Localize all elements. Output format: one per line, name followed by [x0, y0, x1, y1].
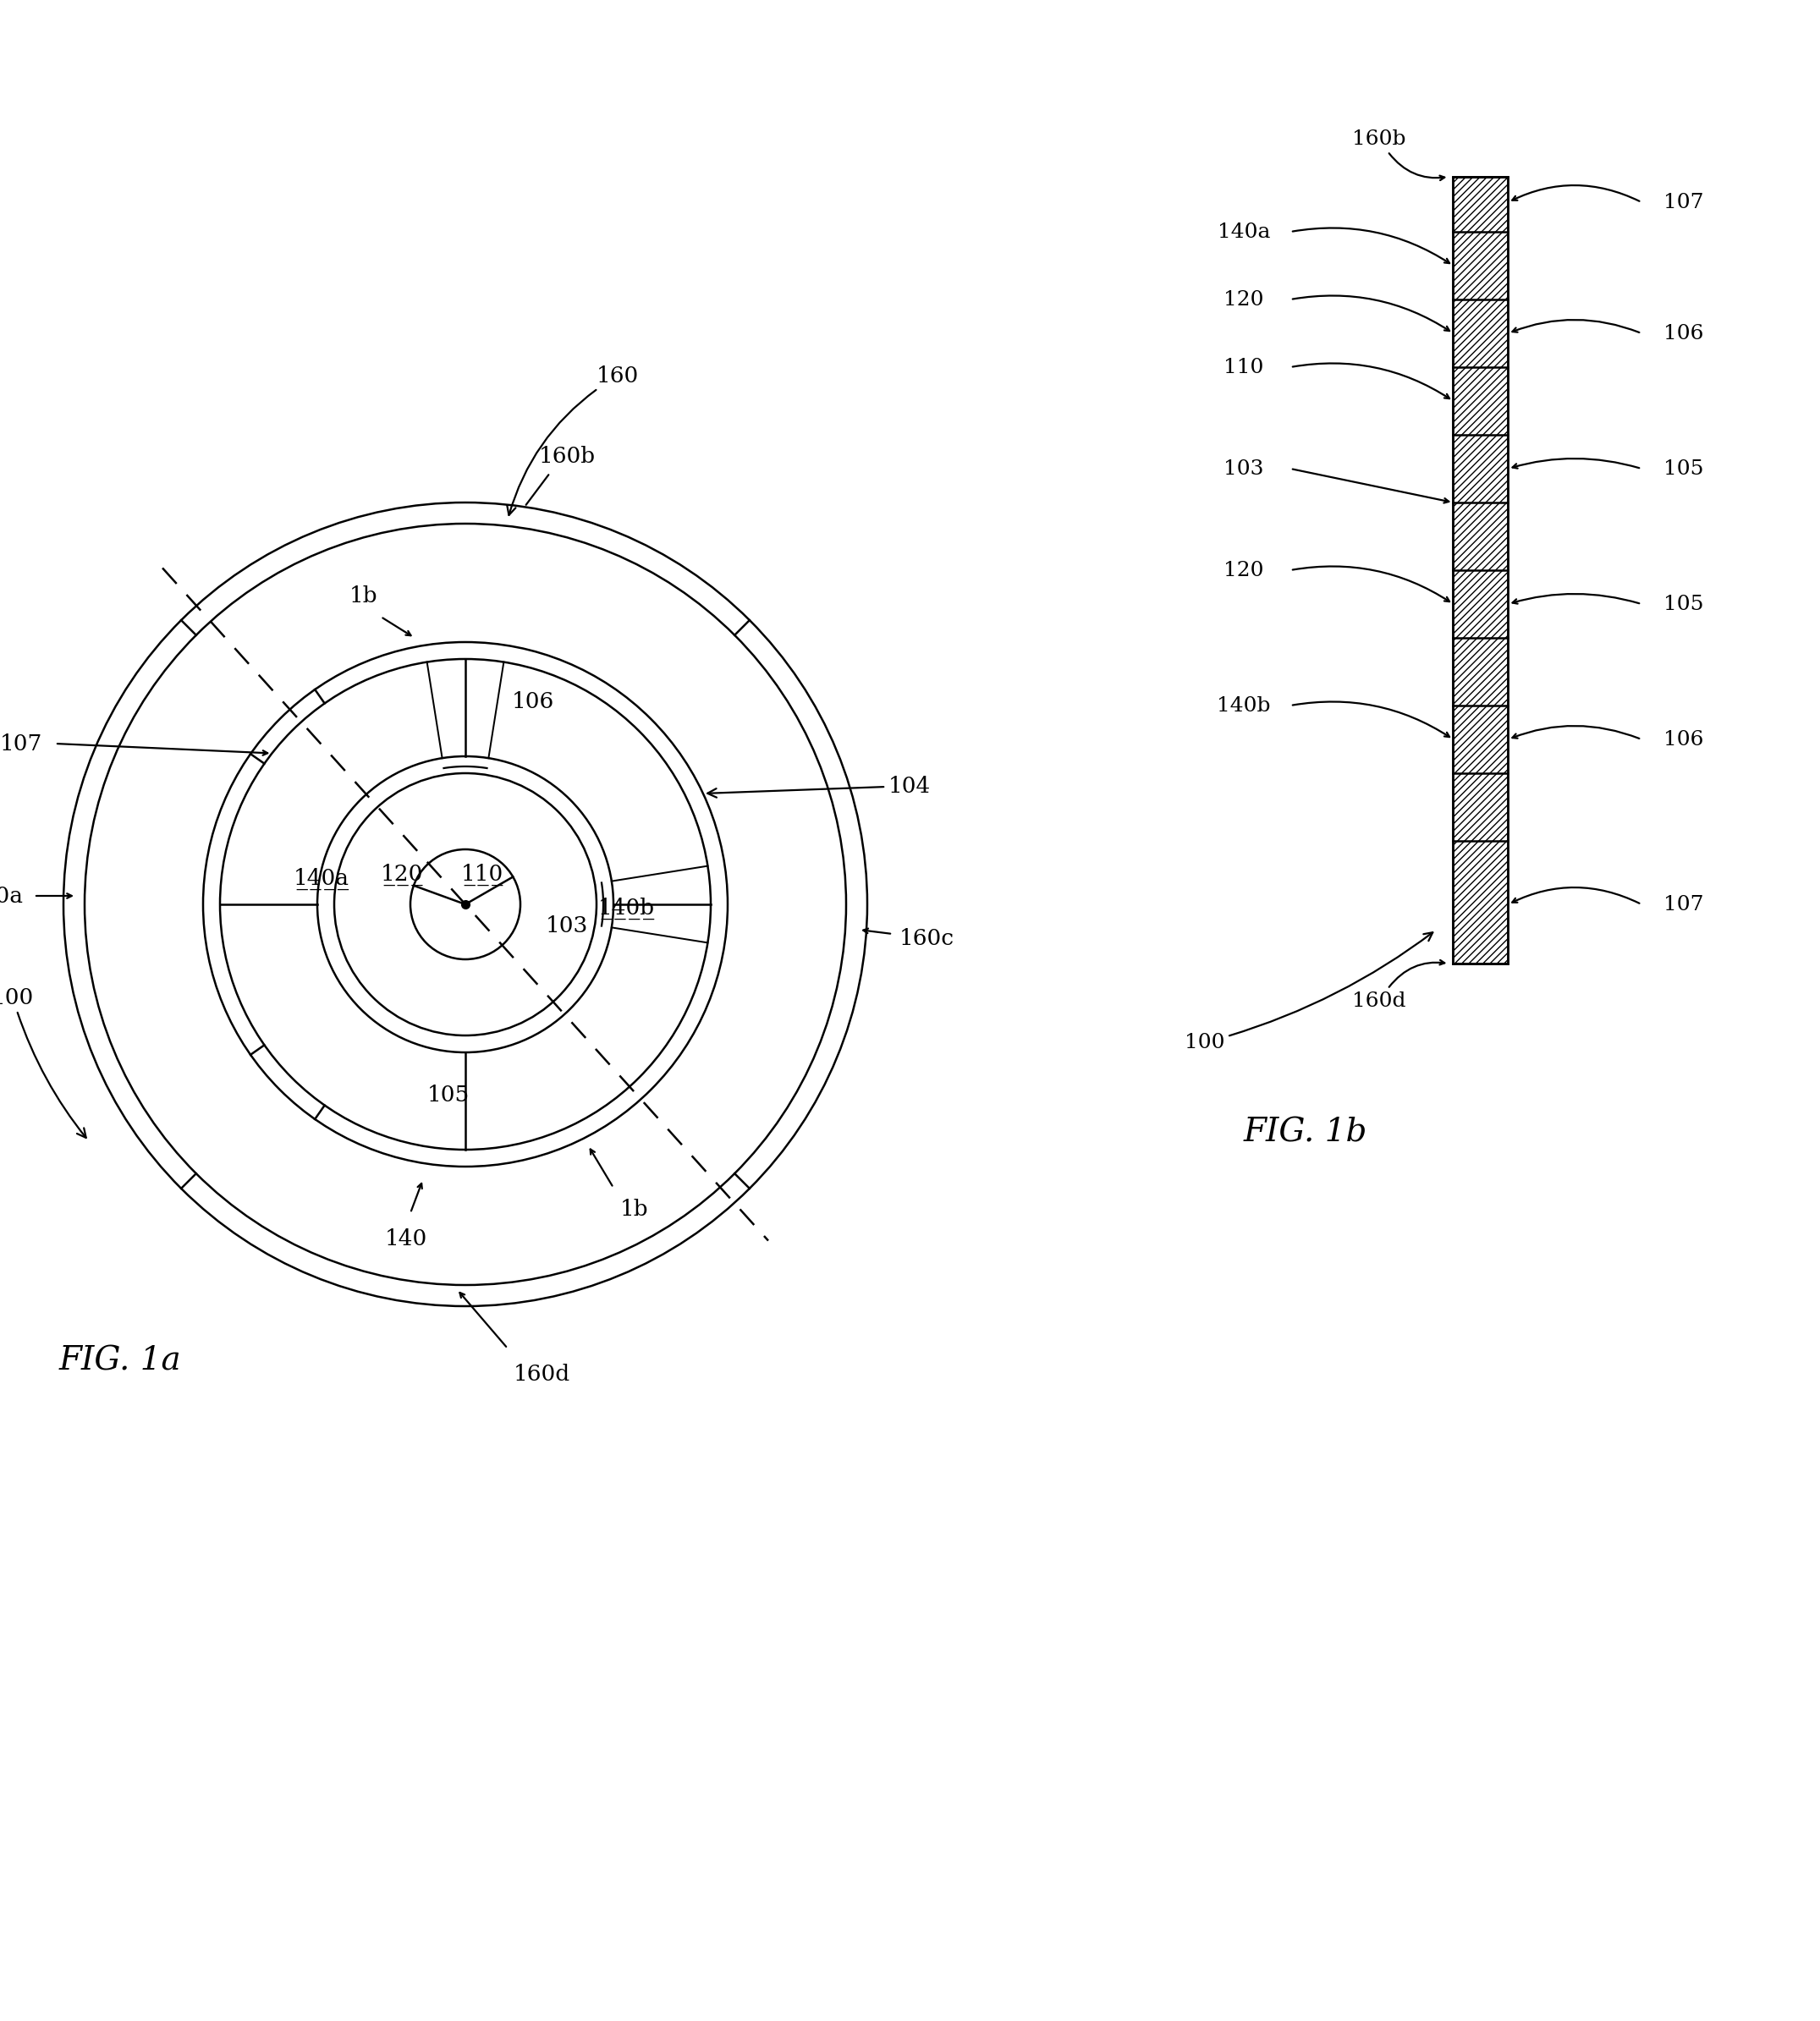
Text: 1̲4̲0̲b̲: 1̲4̲0̲b̲	[597, 897, 655, 920]
Text: 160: 160	[508, 366, 639, 515]
Text: 140a: 140a	[1218, 222, 1270, 243]
Text: 103: 103	[546, 916, 588, 936]
Text: 1̲1̲0̲: 1̲1̲0̲	[460, 863, 504, 885]
Text: 1b: 1b	[349, 584, 379, 606]
Text: FIG. 1a: FIG. 1a	[60, 1346, 182, 1376]
Text: 107: 107	[1663, 895, 1704, 913]
Text: 103: 103	[1223, 459, 1263, 479]
Text: 105: 105	[1663, 459, 1704, 479]
Text: 120: 120	[1223, 560, 1263, 580]
Text: 105: 105	[428, 1083, 470, 1105]
Text: 107: 107	[0, 734, 42, 754]
Text: 106: 106	[1663, 323, 1704, 344]
Text: 100: 100	[1185, 932, 1432, 1053]
Text: 107: 107	[1663, 192, 1704, 212]
Text: 110: 110	[1223, 358, 1263, 376]
Text: 106: 106	[511, 691, 555, 711]
Text: 160b: 160b	[1352, 129, 1407, 148]
Text: 160c: 160c	[899, 928, 954, 948]
Text: 160d: 160d	[513, 1364, 570, 1384]
Text: 1̲2̲0̲: 1̲2̲0̲	[380, 863, 424, 885]
Text: 160d: 160d	[1352, 992, 1407, 1010]
Text: 1̲4̲0̲a̲: 1̲4̲0̲a̲	[293, 867, 349, 889]
Text: 140: 140	[384, 1229, 428, 1249]
Text: 140b: 140b	[1218, 695, 1270, 715]
Text: 104: 104	[708, 776, 930, 798]
Text: 120: 120	[1223, 289, 1263, 309]
Text: 106: 106	[1663, 730, 1704, 750]
Text: 160b: 160b	[539, 445, 595, 467]
Bar	[1452, 176, 1509, 964]
Text: FIG. 1b: FIG. 1b	[1243, 1118, 1367, 1148]
Text: 1b: 1b	[621, 1198, 648, 1219]
Text: 105: 105	[1663, 594, 1704, 614]
Text: 100: 100	[0, 986, 86, 1138]
Text: 160a: 160a	[0, 885, 24, 907]
Bar	[1452, 176, 1509, 964]
